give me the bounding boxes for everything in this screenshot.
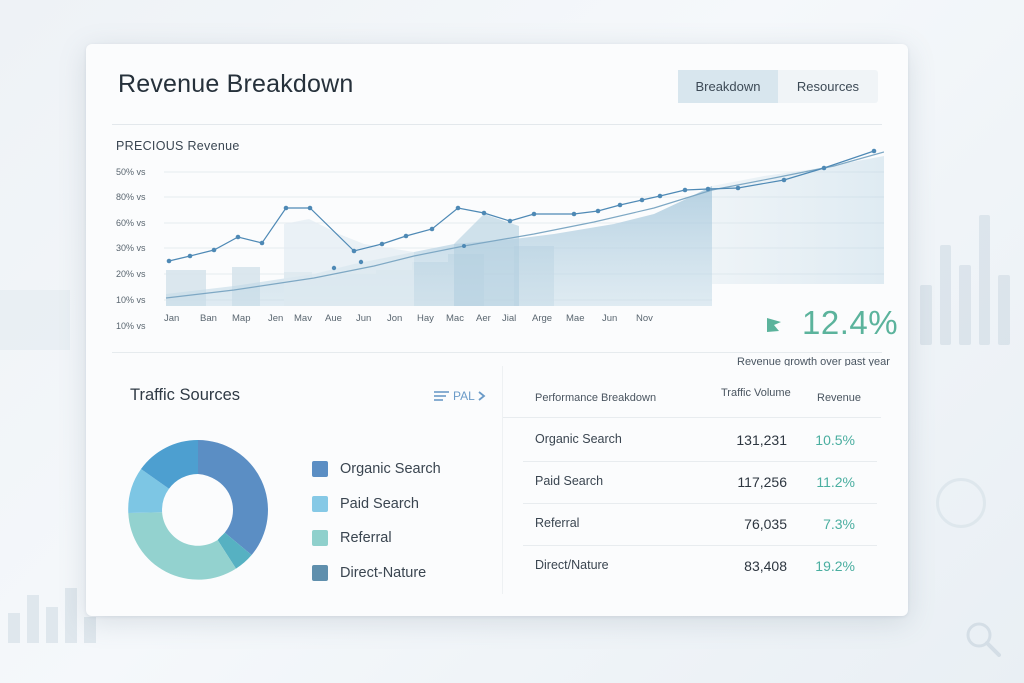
y-tick-label: 10% vs	[116, 321, 146, 331]
x-tick-label: Mae	[566, 313, 584, 324]
background-bar-chart-left	[8, 583, 118, 643]
row-source: Paid Search	[535, 474, 604, 488]
chart-area-right	[712, 156, 884, 306]
chart-area-hump	[454, 214, 519, 306]
chart-title: PRECIOUS Revenue	[116, 139, 240, 153]
background-panel	[0, 290, 70, 350]
tab-resources[interactable]: Resources	[796, 79, 860, 94]
revenue-chart: PRECIOUS Revenue	[114, 134, 907, 414]
row-volume: 83,408	[744, 558, 787, 574]
row-revenue: 11.2%	[816, 474, 855, 490]
background-bar-chart	[920, 205, 1010, 345]
x-tick-label: Hay	[417, 313, 434, 324]
table-row: Organic Search 131,231 10.5%	[523, 420, 877, 462]
search-icon	[966, 622, 1001, 657]
tab-breakdown[interactable]: Breakdown	[678, 70, 778, 103]
x-tick-label: Mac	[446, 313, 464, 324]
legend-item: Paid Search	[312, 487, 441, 522]
growth-value: 12.4%	[802, 304, 899, 341]
chevron-right-icon	[478, 391, 486, 401]
chart-area-hump	[284, 219, 414, 306]
y-tick-label: 10% vs	[116, 295, 146, 305]
row-volume: 76,035	[744, 516, 787, 532]
x-tick-label: Ban	[200, 313, 217, 324]
table-row: Direct/Nature 83,408 19.2%	[523, 546, 877, 588]
y-tick-label: 50% vs	[116, 167, 146, 177]
trend-line	[165, 151, 884, 299]
x-tick-label: Jen	[268, 313, 283, 324]
pal-link-label: PAL	[453, 389, 475, 403]
page-title: Revenue Breakdown	[118, 70, 354, 98]
x-tick-label: Jial	[502, 313, 516, 324]
traffic-sources-panel: Traffic Sources PAL	[114, 364, 504, 604]
performance-breakdown-table: Performance Breakdown Traffic Volume Rev…	[502, 366, 881, 594]
legend-label: Referral	[340, 530, 392, 547]
legend-swatch	[312, 530, 328, 547]
x-tick-label: Jon	[387, 313, 402, 324]
revenue-line	[168, 150, 875, 262]
legend-item: Direct-Nature	[312, 556, 441, 591]
donut-slice-paid	[128, 469, 169, 513]
tab-bar: Breakdown Resources	[678, 70, 878, 103]
legend-swatch	[312, 564, 328, 581]
x-tick-label: Arge	[532, 313, 552, 324]
row-source: Direct/Nature	[535, 558, 609, 572]
dashboard-card: Revenue Breakdown Breakdown Resources PR…	[86, 44, 908, 616]
x-tick-label: Aer	[476, 313, 491, 324]
pal-link[interactable]: PAL	[434, 389, 486, 403]
legend-item: Organic Search	[312, 452, 441, 487]
donut-slice-direct	[141, 439, 198, 489]
row-volume: 131,231	[736, 432, 787, 448]
x-tick-label: Jun	[356, 313, 371, 324]
row-volume: 117,256	[737, 474, 787, 490]
x-tick-label: Jun	[602, 313, 617, 324]
growth-label: Revenue growth over past year	[737, 356, 890, 368]
traffic-title: Traffic Sources	[130, 386, 241, 404]
row-revenue: 19.2%	[815, 558, 855, 574]
list-icon	[434, 391, 449, 401]
column-header-revenue: Revenue	[817, 392, 862, 404]
x-tick-label: Nov	[636, 313, 653, 324]
donut-slice-small	[217, 532, 252, 569]
column-header-name: Performance Breakdown	[535, 392, 657, 404]
row-revenue: 10.5%	[815, 432, 855, 448]
divider	[112, 124, 882, 125]
revenue-chart-svg: 50% vs 80% vs 60% vs 30% vs 20% vs 10% v…	[116, 148, 884, 331]
flag-icon	[767, 318, 781, 332]
legend-label: Organic Search	[340, 461, 441, 478]
column-header-volume: Traffic Volume	[721, 387, 791, 399]
x-tick-label: Jan	[164, 313, 179, 324]
table-row: Referral 76,035 7.3%	[523, 504, 877, 546]
legend-label: Direct-Nature	[340, 564, 427, 581]
donut-slice-referral	[128, 512, 236, 580]
row-revenue: 7.3%	[823, 516, 855, 532]
x-tick-label: Map	[232, 313, 250, 324]
row-source: Referral	[535, 516, 580, 530]
legend-swatch	[312, 495, 328, 512]
y-tick-label: 80% vs	[116, 192, 146, 202]
legend-label: Paid Search	[340, 495, 419, 512]
y-tick-label: 20% vs	[116, 269, 146, 279]
legend-swatch	[312, 461, 328, 478]
y-tick-label: 30% vs	[116, 243, 146, 253]
revenue-points	[166, 148, 877, 264]
y-tick-label: 60% vs	[116, 218, 146, 228]
x-tick-label: Mav	[294, 313, 312, 324]
background-circle	[936, 478, 986, 528]
divider	[112, 352, 882, 353]
traffic-donut-chart	[128, 439, 268, 580]
traffic-legend: Organic Search Paid Search Referral Dire…	[312, 452, 441, 590]
row-source: Organic Search	[535, 432, 622, 446]
table-header: Performance Breakdown Traffic Volume Rev…	[503, 366, 881, 418]
legend-item: Referral	[312, 521, 441, 556]
x-tick-label: Aue	[325, 313, 342, 324]
table-row: Paid Search 117,256 11.2%	[523, 462, 877, 504]
donut-slice-organic	[198, 440, 268, 555]
